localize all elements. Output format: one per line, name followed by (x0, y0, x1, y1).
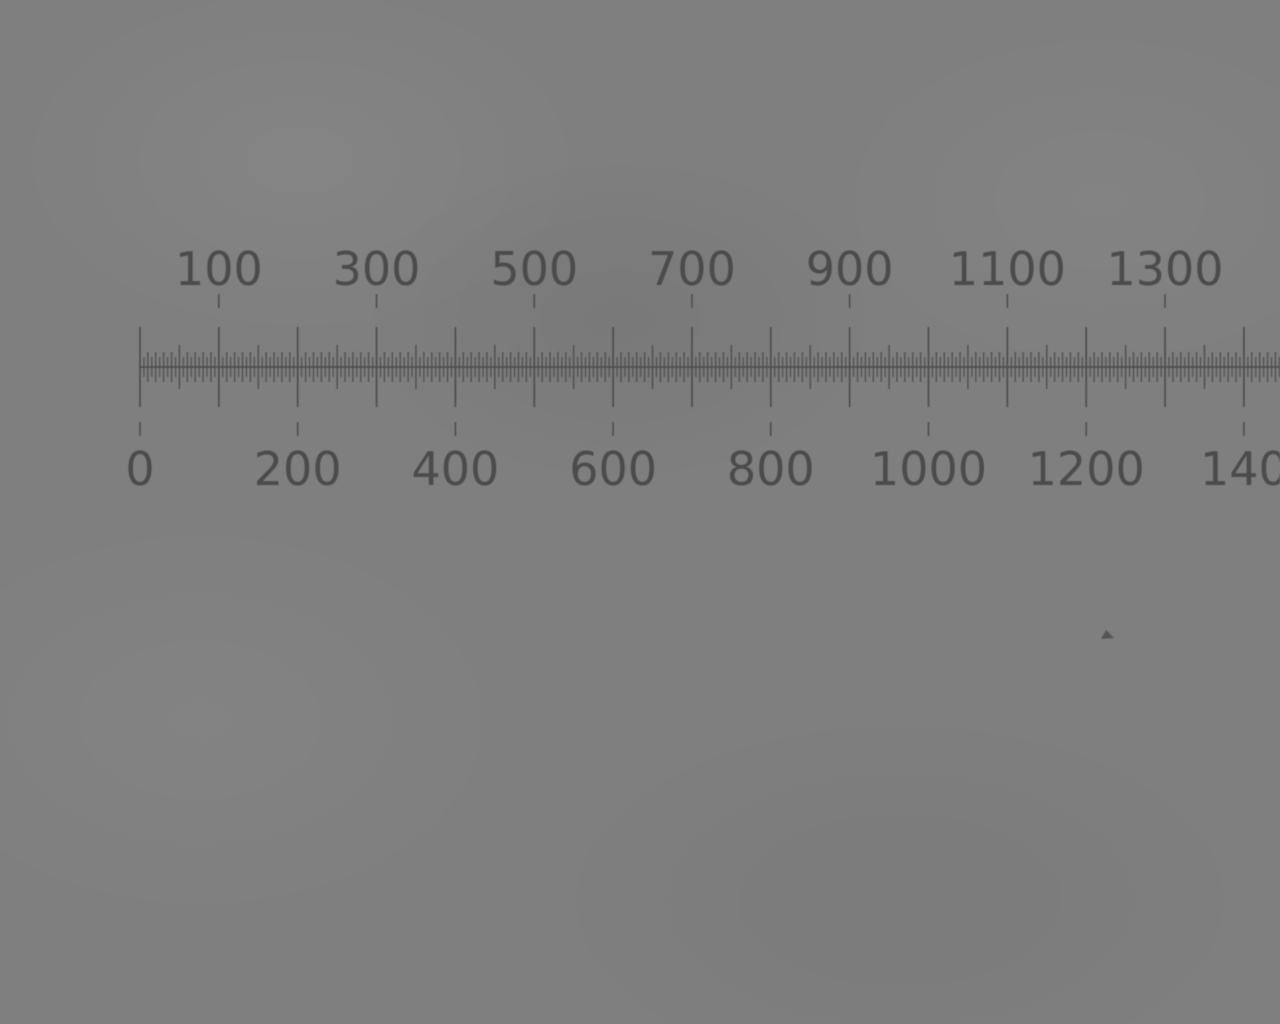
lower-scale-label: 600 (569, 442, 657, 496)
upper-scale-label: 1300 (1107, 242, 1224, 296)
lower-scale-label: 800 (727, 442, 815, 496)
upper-scale-label: 700 (648, 242, 736, 296)
lower-scale-label: 400 (411, 442, 499, 496)
upper-scale-label: 900 (806, 242, 894, 296)
upper-label-markers (218, 294, 1166, 308)
lower-scale-label: 0 (125, 442, 154, 496)
upper-scale-label: 300 (333, 242, 421, 296)
upper-scale-label: 100 (175, 242, 263, 296)
upper-scale-labels: 100300500700900110013001 (175, 242, 1224, 296)
upper-scale-label: 500 (490, 242, 578, 296)
lower-scale-label: 1200 (1028, 442, 1145, 496)
scale-tick-marks (139, 327, 1280, 407)
upper-scale-label: 1100 (949, 242, 1066, 296)
dust-speck (1101, 630, 1114, 639)
lower-scale-label: 140 (1200, 442, 1280, 496)
lower-scale-label: 200 (254, 442, 342, 496)
lower-scale-label: 1000 (870, 442, 987, 496)
lower-label-markers (139, 422, 1245, 436)
lower-scale-labels: 0 200 400 600 800 1000 1200 140 (125, 442, 1280, 496)
